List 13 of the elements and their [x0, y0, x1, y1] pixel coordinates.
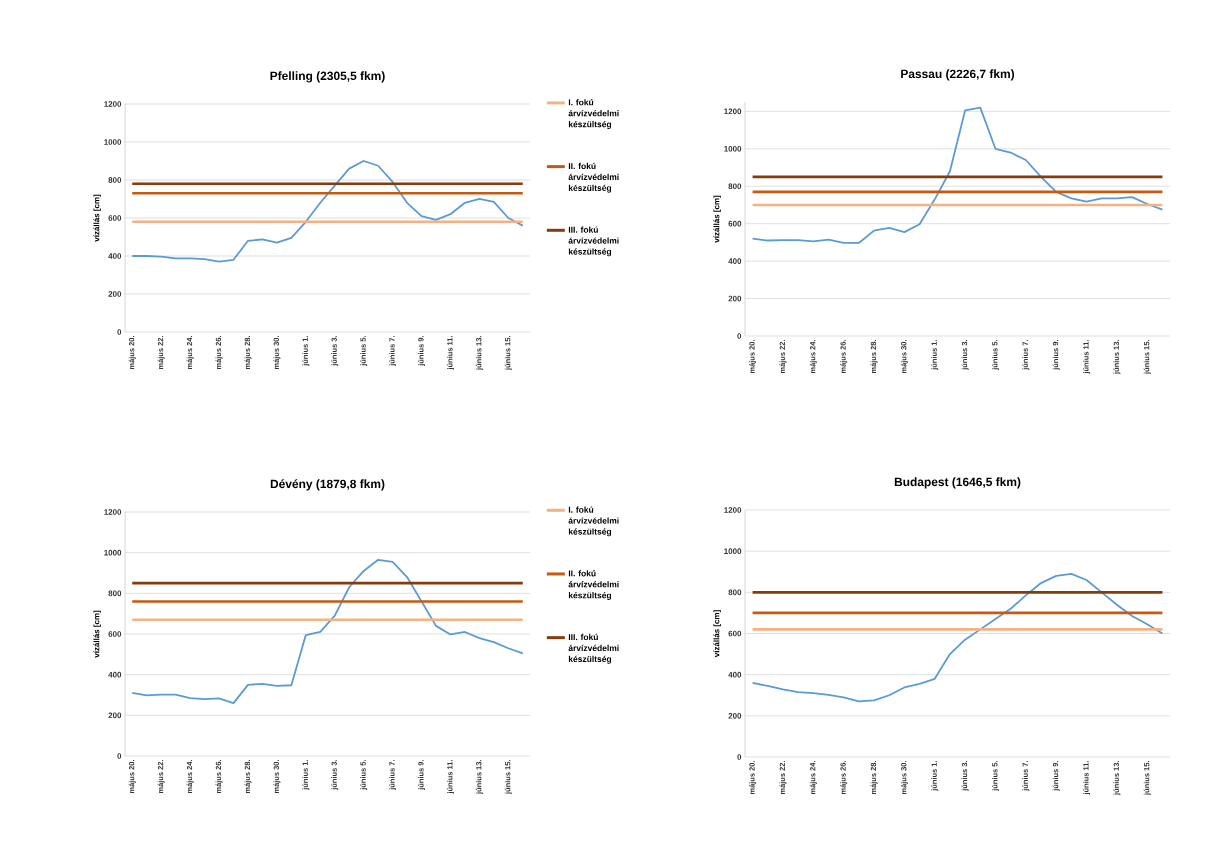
line-series — [131, 160, 524, 263]
legend-label: III. fokú árvízvédelmi készültség — [568, 226, 619, 257]
legend-label: III. fokú árvízvédelmi készültség — [568, 633, 619, 664]
legend-label: II. fokú árvízvédelmi készültség — [568, 570, 619, 601]
line-series — [751, 572, 1164, 703]
legend-label: I. fokú árvízvédelmi készültség — [568, 506, 619, 537]
chart-title: Dévény (1879,8 fkm) — [270, 479, 385, 491]
chart-title: Passau (2226,7 fkm) — [901, 69, 1015, 81]
legend-label: I. fokú árvízvédelmi készültség — [568, 99, 619, 129]
chart-title: Pfelling (2305,5 fkm) — [270, 71, 385, 83]
line-series — [751, 106, 1164, 244]
legend-label: II. fokú árvízvédelmi készültség — [568, 162, 619, 193]
chart-title: Budapest (1646,5 fkm) — [894, 477, 1021, 489]
